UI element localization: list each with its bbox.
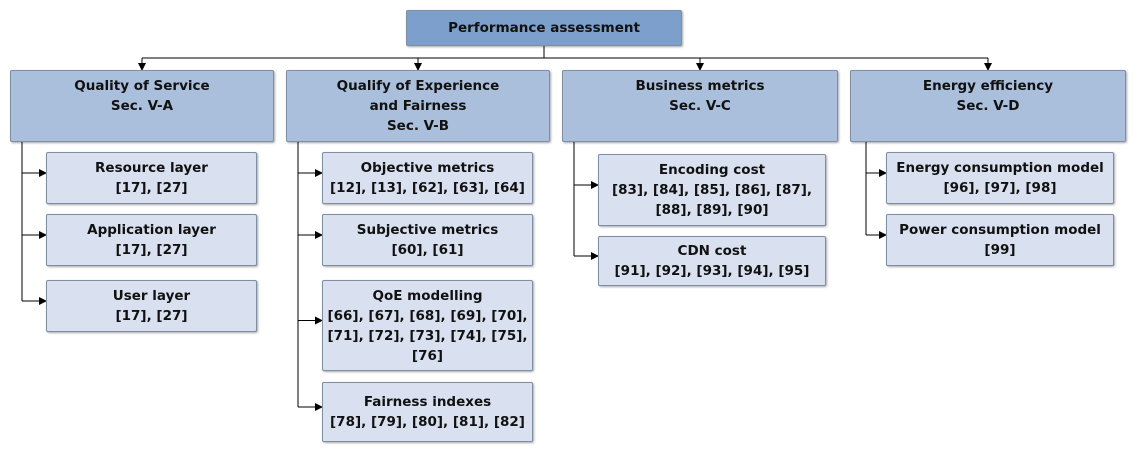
leaf-references: [96], [97], [98] — [943, 180, 1057, 196]
root-node: Performance assessment — [406, 10, 682, 46]
category-label-line: Sec. V-C — [669, 98, 731, 114]
leaf-title: Fairness indexes — [363, 394, 492, 410]
leaf-references: [17], [27] — [115, 242, 188, 258]
category-business-metrics: Business metrics Sec. V-C — [562, 70, 838, 142]
category-label-line: Sec. V-B — [386, 118, 450, 134]
category-label-line: Energy efficiency — [922, 78, 1054, 94]
leaf-power-consumption-model: Power consumption model [99] — [886, 214, 1114, 266]
leaf-references: [91], [92], [93], [94], [95] — [614, 263, 810, 279]
leaf-references: [76] — [411, 347, 444, 364]
leaf-title: User layer — [112, 288, 191, 304]
leaf-objective-metrics: Objective metrics [12], [13], [62], [63],… — [322, 152, 533, 204]
leaf-cdn-cost: CDN cost [91], [92], [93], [94], [95] — [598, 236, 826, 286]
leaf-references: [78], [79], [80], [81], [82] — [330, 414, 525, 430]
category-energy-efficiency: Energy efficiency Sec. V-D — [850, 70, 1126, 142]
leaf-qoe-modelling: QoE modelling [66], [67], [68], [69], [70… — [322, 280, 533, 371]
leaf-references: [17], [27] — [115, 308, 188, 324]
category-label-line: and Fairness — [369, 98, 467, 114]
leaf-user-layer: User layer [17], [27] — [46, 280, 257, 332]
category-label-line: Business metrics — [635, 78, 765, 94]
leaf-title: CDN cost — [677, 243, 747, 259]
leaf-references: [66], [67], [68], [69], [70], — [327, 307, 528, 324]
leaf-encoding-cost: Encoding cost [83], [84], [85], [86], [87… — [598, 154, 826, 226]
category-label-line: Qualify of Experience — [336, 78, 500, 94]
leaf-application-layer: Application layer [17], [27] — [46, 214, 257, 266]
leaf-resource-layer: Resource layer [17], [27] — [46, 152, 257, 204]
leaf-references: [71], [72], [73], [74], [75], — [327, 327, 528, 344]
leaf-title: Power consumption model — [899, 222, 1101, 238]
leaf-title: Energy consumption model — [896, 160, 1104, 176]
leaf-references: [83], [84], [85], [86], [87], — [611, 182, 813, 198]
leaf-references: [17], [27] — [115, 180, 188, 196]
leaf-references: [88], [89], [90] — [655, 202, 769, 218]
leaf-title: Subjective metrics — [356, 222, 499, 238]
leaf-subjective-metrics: Subjective metrics [60], [61] — [322, 214, 533, 266]
leaf-fairness-indexes: Fairness indexes [78], [79], [80], [81], … — [322, 382, 533, 442]
category-label-line: Quality of Service — [74, 78, 210, 94]
leaf-title: QoE modelling — [372, 287, 483, 304]
category-label-line: Sec. V-D — [956, 98, 1020, 114]
leaf-references: [12], [13], [62], [63], [64] — [330, 180, 525, 196]
leaf-title: Objective metrics — [360, 160, 495, 176]
category-label-line: Sec. V-A — [110, 98, 174, 114]
leaf-title: Application layer — [87, 222, 216, 238]
leaf-title: Encoding cost — [658, 162, 766, 178]
category-qualify-of-experience: Qualify of Experience and Fairness Sec. V-… — [286, 70, 550, 142]
leaf-references: [60], [61] — [391, 242, 464, 258]
category-quality-of-service: Quality of Service Sec. V-A — [10, 70, 274, 142]
leaf-energy-consumption-model: Energy consumption model [96], [97], [98] — [886, 152, 1114, 204]
root-title: Performance assessment — [448, 20, 640, 36]
leaf-references: [99] — [984, 242, 1016, 258]
leaf-title: Resource layer — [95, 160, 208, 176]
